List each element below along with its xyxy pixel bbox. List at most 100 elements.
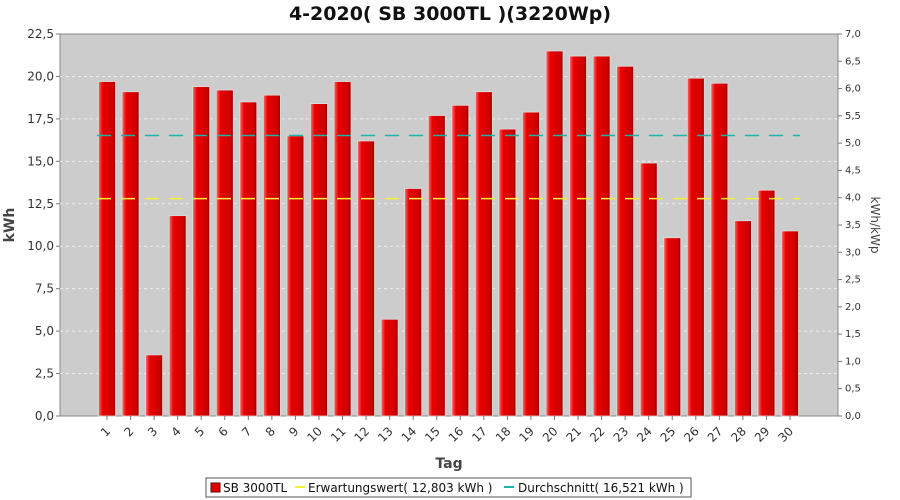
x-tick-label-21: 21 [563,424,584,445]
x-tick-label-26: 26 [681,424,702,445]
legend-label-sb3000tl: SB 3000TL [223,481,288,495]
y2-tick-label: 2,5 [845,275,861,286]
bar-12 [357,140,375,417]
bar-17 [474,91,493,417]
legend-label-erwartungswert: Erwartungswert( 12,803 kWh ) [308,481,492,495]
bar-15 [427,115,446,417]
y-tick-label: 15,0 [27,154,54,168]
bar-11 [333,81,352,417]
y-tick-label: 17,5 [27,112,54,126]
x-tick-label-28: 28 [728,424,749,445]
y-tick-label: 5,0 [35,324,54,338]
y-tick-label: 7,5 [35,282,54,296]
x-tick-label-9: 9 [286,424,301,439]
bar-4 [168,215,187,417]
x-tick-label-17: 17 [469,424,490,445]
bar-18 [498,128,517,417]
y2-tick-label: 4,0 [845,193,861,204]
y2-tick-label: 3,0 [845,247,861,258]
x-tick-label-15: 15 [422,424,443,445]
y2-tick-label: 3,5 [845,220,861,231]
bar-2 [121,91,140,417]
x-tick-label-1: 1 [98,424,113,439]
x-tick-label-25: 25 [658,424,679,445]
y2-tick-label: 5,0 [845,138,861,149]
legend-label-durchschnitt: Durchschnitt( 16,521 kWh ) [518,481,684,495]
bar-8 [262,94,281,417]
x-tick-label-19: 19 [516,424,537,445]
bar-23 [616,65,635,417]
y2-axis-label: kWh/kWp [868,197,882,254]
x-tick-label-4: 4 [168,424,183,439]
chart-title: 4-2020( SB 3000TL )(3220Wp) [289,3,611,25]
legend-box [205,477,692,498]
x-tick-label-7: 7 [239,424,254,439]
x-axis-ticks: 1 2 3 4 5 6 7 8 9 10 11 12 13 14 15 16 17 18 19 20 21 22 23 24 2… [98,416,796,445]
x-tick-label-20: 20 [540,424,561,445]
bar-6 [215,89,234,417]
x-tick-label-16: 16 [446,424,467,445]
x-tick-label-2: 2 [121,424,136,439]
x-tick-label-13: 13 [375,424,396,445]
bar-24 [639,162,658,417]
bar-22 [592,55,611,417]
bar-27 [710,82,729,417]
bar-10 [310,103,328,417]
bar-14 [404,188,423,417]
gridlines [60,75,838,375]
y-tick-label: 20,0 [27,69,54,83]
x-tick-label-22: 22 [587,424,608,445]
x-tick-label-29: 29 [752,424,773,445]
bar-3 [145,354,164,417]
x-tick-label-23: 23 [611,424,632,445]
reference-lines [97,134,800,200]
bar-25 [663,237,682,417]
x-tick-label-3: 3 [145,424,160,439]
y2-tick-label: 2,0 [845,302,861,313]
x-tick-label-30: 30 [775,424,796,445]
y-tick-label: 22,5 [27,27,54,41]
x-tick-label-18: 18 [493,424,514,445]
y-tick-label: 12,5 [27,197,54,211]
bar-20 [545,50,564,417]
bars [98,50,799,417]
bar-30 [781,230,799,417]
y2-tick-label: 1,5 [845,329,861,340]
y-axis-ticks: 0,0 2,5 5,0 7,5 10,0 12,5 15,0 17,5 20,0 22,5 [27,27,60,423]
bar-26 [686,77,705,417]
y2-tick-label: 4,5 [845,165,861,176]
y2-tick-label: 6,5 [845,56,861,67]
y-tick-label: 0,0 [35,409,54,423]
x-tick-label-8: 8 [263,424,278,439]
bar-29 [757,189,776,417]
legend: SB 3000TL Erwartungswert( 12,803 kWh ) D… [205,477,692,498]
y2-tick-label: 7,0 [845,29,861,40]
legend-swatch-sb3000tl [210,482,221,493]
x-axis-label: Tag [435,456,462,472]
x-tick-label-11: 11 [328,424,349,445]
y2-axis-ticks: 0,0 0,5 1,0 1,5 2,0 2,5 3,0 3,5 4,0 4,5 5,0 5,5 6,0 6… [838,29,861,422]
y2-tick-label: 5,5 [845,111,861,122]
x-tick-label-10: 10 [304,424,325,445]
y-tick-label: 2,5 [35,367,54,381]
bar-1 [98,81,116,417]
y2-tick-label: 0,5 [845,384,861,395]
y2-tick-label: 6,0 [845,84,861,95]
y-axis-label: kWh [2,208,18,243]
bar-19 [522,111,540,417]
x-tick-label-12: 12 [351,424,372,445]
x-tick-label-14: 14 [399,424,420,445]
x-tick-label-27: 27 [705,424,726,445]
bar-16 [451,104,470,417]
y-tick-label: 10,0 [27,239,54,253]
bar-28 [733,220,752,417]
plot-area [59,33,839,417]
bar-21 [569,55,587,417]
y2-tick-label: 1,0 [845,356,861,367]
bar-7 [239,101,258,417]
bar-13 [380,318,399,417]
y2-tick-label: 0,0 [845,411,861,422]
x-tick-label-5: 5 [192,424,207,439]
x-tick-label-24: 24 [634,424,655,445]
